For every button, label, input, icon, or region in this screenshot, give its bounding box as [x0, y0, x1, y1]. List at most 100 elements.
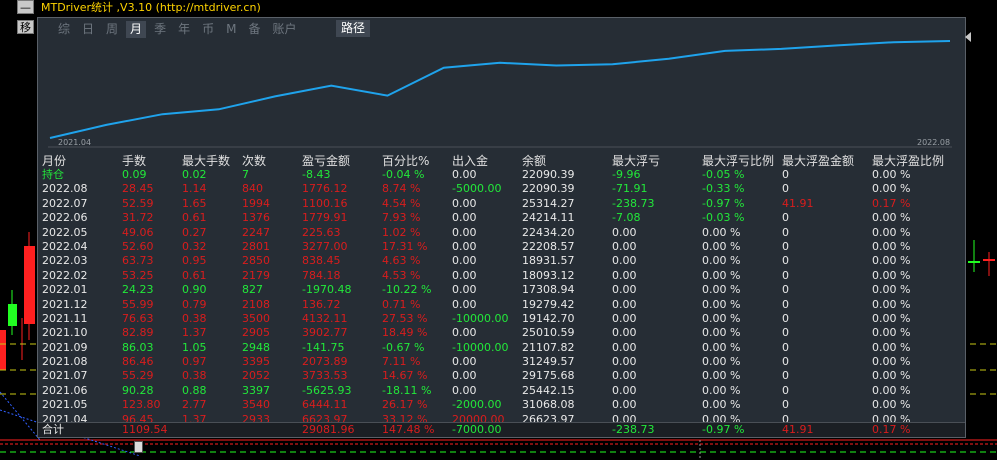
- cell-percent: 8.74 %: [382, 182, 421, 196]
- cell-max-float-loss-pct: -0.97 %: [702, 196, 745, 210]
- table-row: 2022.05 49.06 0.27 2247 225.63 1.02 % 0.00 2243…: [42, 226, 960, 240]
- table-row: 2021.08 86.46 0.97 3395 2073.89 7.11 % 0.00 312…: [42, 355, 960, 369]
- cell-month: 2021.05: [42, 398, 88, 412]
- collapse-arrow-icon[interactable]: [965, 32, 971, 42]
- cell-max-float-profit-pct: 0.00 %: [872, 297, 911, 311]
- cell-max-float-loss-pct: 0.00 %: [702, 239, 741, 253]
- cell-month: 2021.09: [42, 340, 88, 354]
- header-inout[interactable]: 出入金: [452, 154, 489, 168]
- tab-7[interactable]: M: [226, 21, 237, 36]
- header-month[interactable]: 月份: [42, 154, 67, 168]
- cell-lots: 31.72: [122, 211, 154, 225]
- header-profit[interactable]: 盈亏金额: [302, 154, 351, 168]
- cell-profit: 6444.11: [302, 398, 348, 412]
- cell-count: 2801: [242, 239, 270, 253]
- cell-max-float-loss-pct: 0.00 %: [702, 283, 741, 297]
- tab-8[interactable]: 备: [248, 21, 261, 36]
- cell-max-float-loss-pct: -0.05 %: [702, 168, 745, 181]
- cell-profit: 3277.00: [302, 239, 348, 253]
- cell-max-float-profit: 0: [782, 383, 789, 397]
- cell-month: 2021.08: [42, 355, 88, 369]
- tab-1[interactable]: 日: [82, 21, 95, 36]
- cell-max-float-loss: 0.00: [612, 383, 637, 397]
- table-row: 2021.07 55.29 0.38 2052 3733.53 14.67 % 0.00 29…: [42, 369, 960, 383]
- cell-month: 2022.04: [42, 239, 88, 253]
- tab-2[interactable]: 周: [106, 21, 119, 36]
- cell-balance: 22090.39: [522, 168, 575, 181]
- cell-max-float-loss-pct: 0.00 %: [702, 268, 741, 282]
- cell-max-float-loss-pct: 0.00 %: [702, 311, 741, 325]
- tab-0[interactable]: 综: [58, 21, 71, 36]
- table-row: 2022.06 31.72 0.61 1376 1779.91 7.93 % 0.00 242…: [42, 211, 960, 225]
- cell-max-float-loss-pct: 0.00 %: [702, 225, 741, 239]
- cell-max-float-loss-pct: 0.00 %: [702, 340, 741, 354]
- cell-month: 2022.01: [42, 283, 88, 297]
- cell-max-float-loss: 0.00: [612, 369, 637, 383]
- cell-count: 827: [242, 283, 263, 297]
- cell-max-float-loss-pct: -0.33 %: [702, 182, 745, 196]
- cell-profit: 4132.11: [302, 311, 348, 325]
- cell-lots: 82.89: [122, 326, 154, 340]
- table-row: 2022.01 24.23 0.90 827 -1970.48 -10.22 % 0.00 1…: [42, 283, 960, 297]
- window-title: MTDriver统计 ,V3.10 (http://mtdriver.cn): [41, 1, 261, 14]
- cell-max-float-profit: 0: [782, 355, 789, 369]
- cell-month: 2022.03: [42, 254, 88, 268]
- cell-month: 2022.02: [42, 268, 88, 282]
- cell-percent: -10.22 %: [382, 283, 432, 297]
- cell-max-float-profit-pct: 0.00 %: [872, 168, 911, 181]
- cell-balance: 24214.11: [522, 211, 575, 225]
- cell-balance: 25010.59: [522, 326, 575, 340]
- cell-percent: -0.67 %: [382, 340, 425, 354]
- cell-balance: 22208.57: [522, 239, 575, 253]
- cell-count: 2052: [242, 369, 270, 383]
- cell-lots: 90.28: [122, 383, 154, 397]
- table-row: 2022.03 63.73 0.95 2850 838.45 4.63 % 0.00 1893…: [42, 254, 960, 268]
- table-row: 2021.12 55.99 0.79 2108 136.72 0.71 % 0.00 1927…: [42, 298, 960, 312]
- cell-percent: 4.54 %: [382, 196, 421, 210]
- table-row: 2022.07 52.59 1.65 1994 1100.16 4.54 % 0.00 253…: [42, 197, 960, 211]
- cell-balance: 25314.27: [522, 196, 575, 210]
- cell-max-float-profit-pct: 0.00 %: [872, 225, 911, 239]
- cell-balance: 18093.12: [522, 268, 575, 282]
- total-lots: 1109.54: [122, 423, 168, 436]
- minimize-button[interactable]: —: [17, 0, 34, 14]
- header-balance[interactable]: 余额: [522, 154, 547, 168]
- total-row: 合计 1109.54 29081.96 147.48 % -7000.00 -2…: [38, 422, 965, 437]
- cell-max-float-loss: 0.00: [612, 239, 637, 253]
- tab-6[interactable]: 币: [202, 21, 215, 36]
- header-lots[interactable]: 手数: [122, 154, 147, 168]
- cell-percent: -0.04 %: [382, 168, 425, 181]
- cell-max-float-profit-pct: 0.00 %: [872, 211, 911, 225]
- cell-month: 2022.07: [42, 196, 88, 210]
- header-max-float-loss-pct[interactable]: 最大浮亏比例: [702, 154, 775, 168]
- cell-lots: 28.45: [122, 182, 154, 196]
- cell-max-float-profit-pct: 0.00 %: [872, 311, 911, 325]
- cell-inout: 0.00: [452, 383, 477, 397]
- cell-profit: -1970.48: [302, 283, 352, 297]
- cell-max-float-profit-pct: 0.00 %: [872, 383, 911, 397]
- header-max-float-profit[interactable]: 最大浮盈金额: [782, 154, 855, 168]
- header-count[interactable]: 次数: [242, 154, 267, 168]
- tab-9[interactable]: 账户: [272, 21, 297, 36]
- cell-balance: 22434.20: [522, 225, 575, 239]
- cell-max-float-profit-pct: 0.00 %: [872, 340, 911, 354]
- cell-max-lots: 1.14: [182, 182, 207, 196]
- cell-max-float-profit-pct: 0.00 %: [872, 369, 911, 383]
- cell-percent: 4.53 %: [382, 268, 421, 282]
- header-max-lots[interactable]: 最大手数: [182, 154, 231, 168]
- cell-balance: 21107.82: [522, 340, 575, 354]
- header-max-float-loss[interactable]: 最大浮亏: [612, 154, 661, 168]
- total-max-float-profit: 41.91: [782, 423, 814, 436]
- table-row: 持仓 0.09 0.02 7 -8.43 -0.04 % 0.00 22090.39 -9.96…: [42, 168, 960, 182]
- tab-3[interactable]: 月: [126, 20, 147, 38]
- move-button[interactable]: 移: [17, 20, 34, 34]
- path-button[interactable]: 路径: [336, 20, 371, 37]
- statistics-panel: 综日周月季年币 M 备账户 路径 2021.04 2022.08 月份 手数 最大手数次…: [37, 17, 971, 438]
- cell-max-float-profit-pct: 0.00 %: [872, 254, 911, 268]
- equity-line: [49, 40, 951, 139]
- header-percent[interactable]: 百分比%: [382, 154, 430, 168]
- tab-4[interactable]: 季: [154, 21, 167, 36]
- header-max-float-profit-pct[interactable]: 最大浮盈比例: [872, 154, 945, 168]
- tab-5[interactable]: 年: [178, 21, 191, 36]
- cell-inout: -10000.00: [452, 340, 509, 354]
